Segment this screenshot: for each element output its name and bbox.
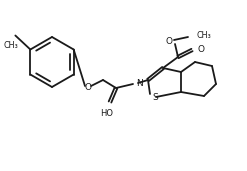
Text: N: N [136, 78, 143, 88]
Text: HO: HO [101, 109, 114, 118]
Text: O: O [165, 37, 172, 47]
Text: O: O [197, 44, 204, 54]
Text: O: O [84, 82, 91, 91]
Text: CH₃: CH₃ [196, 30, 211, 40]
Text: CH₃: CH₃ [4, 41, 19, 49]
Text: S: S [152, 94, 158, 102]
